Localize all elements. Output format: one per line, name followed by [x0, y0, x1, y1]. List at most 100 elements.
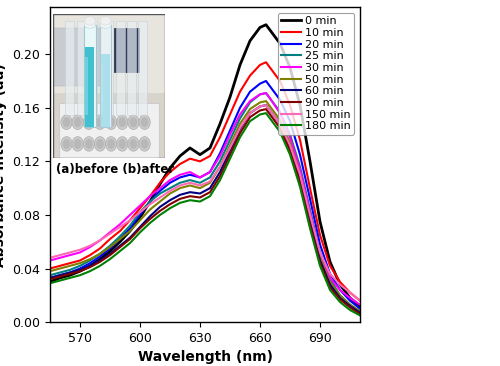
150 min — [67, 250, 73, 255]
150 min — [287, 143, 293, 147]
50 min — [67, 264, 73, 268]
25 min — [77, 264, 83, 268]
50 min — [317, 255, 323, 260]
150 min — [237, 126, 243, 130]
50 min — [97, 251, 103, 256]
150 min — [317, 250, 323, 255]
150 min — [157, 195, 163, 200]
30 min — [317, 251, 323, 256]
10 min — [247, 74, 253, 78]
50 min — [337, 293, 343, 298]
Line: 30 min: 30 min — [50, 93, 360, 305]
180 min — [357, 313, 363, 318]
25 min — [257, 92, 263, 97]
50 min — [307, 216, 313, 220]
90 min — [327, 285, 333, 290]
60 min — [307, 218, 313, 223]
180 min — [267, 116, 273, 121]
180 min — [247, 119, 253, 123]
25 min — [87, 258, 93, 263]
50 min — [57, 266, 63, 271]
10 min — [117, 229, 123, 233]
25 min — [357, 309, 363, 314]
Line: 90 min: 90 min — [50, 109, 360, 314]
50 min — [87, 257, 93, 261]
90 min — [357, 312, 363, 316]
0 min — [263, 23, 269, 27]
0 min — [77, 269, 83, 273]
150 min — [87, 243, 93, 248]
Legend: 0 min, 10 min, 20 min, 25 min, 30 min, 50 min, 60 min, 90 min, 150 min, 180 min: 0 min, 10 min, 20 min, 25 min, 30 min, 5… — [278, 13, 354, 135]
25 min — [107, 243, 113, 248]
180 min — [117, 249, 123, 253]
180 min — [307, 226, 313, 231]
20 min — [327, 272, 333, 276]
20 min — [257, 82, 263, 86]
50 min — [217, 164, 223, 169]
50 min — [137, 218, 143, 223]
0 min — [107, 249, 113, 253]
180 min — [277, 130, 283, 134]
25 min — [227, 138, 233, 142]
25 min — [47, 273, 53, 277]
50 min — [157, 199, 163, 204]
60 min — [187, 190, 193, 194]
30 min — [347, 296, 353, 300]
25 min — [247, 100, 253, 105]
50 min — [107, 245, 113, 249]
25 min — [217, 159, 223, 164]
10 min — [257, 63, 263, 67]
0 min — [187, 146, 193, 150]
60 min — [347, 304, 353, 308]
180 min — [297, 184, 303, 189]
0 min — [217, 122, 223, 126]
180 min — [197, 199, 203, 204]
30 min — [267, 96, 273, 101]
10 min — [287, 103, 293, 107]
25 min — [147, 199, 153, 204]
50 min — [327, 280, 333, 284]
20 min — [47, 276, 53, 280]
180 min — [287, 153, 293, 157]
90 min — [227, 153, 233, 157]
50 min — [257, 100, 263, 105]
0 min — [317, 220, 323, 224]
60 min — [47, 276, 53, 280]
30 min — [97, 238, 103, 243]
30 min — [287, 135, 293, 139]
90 min — [167, 202, 173, 206]
90 min — [237, 131, 243, 135]
20 min — [87, 261, 93, 265]
20 min — [167, 180, 173, 185]
150 min — [357, 298, 363, 303]
90 min — [317, 261, 323, 265]
30 min — [237, 112, 243, 117]
10 min — [187, 157, 193, 161]
20 min — [107, 246, 113, 251]
180 min — [227, 157, 233, 161]
Line: 180 min: 180 min — [50, 113, 360, 315]
0 min — [287, 66, 293, 70]
20 min — [237, 105, 243, 110]
Line: 50 min: 50 min — [50, 101, 360, 311]
20 min — [217, 151, 223, 156]
20 min — [187, 172, 193, 177]
25 min — [157, 191, 163, 196]
20 min — [67, 270, 73, 275]
20 min — [357, 306, 363, 311]
10 min — [267, 66, 273, 70]
180 min — [187, 198, 193, 202]
25 min — [317, 250, 323, 255]
60 min — [317, 258, 323, 263]
20 min — [147, 199, 153, 204]
60 min — [117, 243, 123, 248]
60 min — [247, 111, 253, 115]
10 min — [227, 112, 233, 117]
20 min — [297, 153, 303, 157]
60 min — [137, 225, 143, 229]
20 min — [307, 197, 313, 201]
0 min — [237, 63, 243, 67]
90 min — [247, 115, 253, 119]
180 min — [137, 230, 143, 235]
60 min — [57, 273, 63, 277]
